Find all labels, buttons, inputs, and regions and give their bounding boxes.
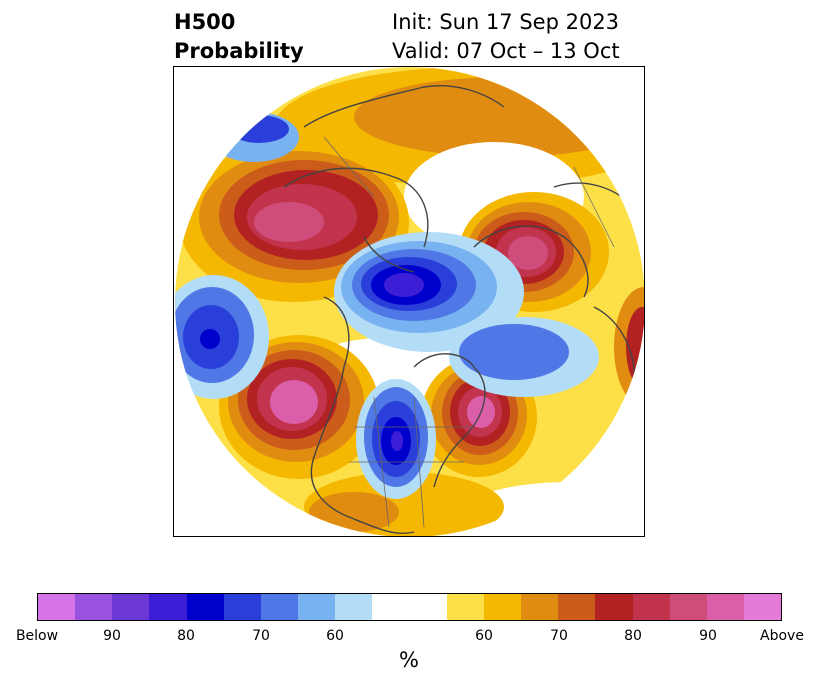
map-title: H500 Probability (174, 8, 304, 66)
colorbar-tick-label: 80 (177, 628, 195, 644)
colorbar-tick-label: 70 (252, 628, 270, 644)
title-variable: H500 (174, 10, 236, 34)
map-dates: Init: Sun 17 Sep 2023 Valid: 07 Oct – 13… (392, 8, 620, 66)
colorbar-tick-label: 90 (103, 628, 121, 644)
colorbar-segment (186, 594, 224, 620)
colorbar-segment (595, 594, 633, 620)
init-date: Init: Sun 17 Sep 2023 (392, 10, 620, 34)
colorbar-segment (75, 594, 113, 620)
title-product: Probability (174, 39, 304, 63)
colorbar-segment (669, 594, 707, 620)
colorbar-segment (149, 594, 187, 620)
colorbar-segment (483, 594, 522, 620)
colorbar-segment (372, 594, 410, 620)
colorbar-segment (38, 594, 76, 620)
colorbar-segment (521, 594, 559, 620)
colorbar-tick-label: 60 (475, 628, 493, 644)
below-us-85 (391, 431, 403, 451)
colorbar-segment (112, 594, 150, 620)
colorbar-tick-label: 60 (326, 628, 344, 644)
colorbar-label: % (399, 648, 419, 672)
colorbar-segment (335, 594, 373, 620)
probability-field (175, 67, 644, 536)
polar-map-svg (175, 67, 644, 536)
below-west-80 (200, 329, 220, 349)
colorbar-segment (298, 594, 336, 620)
probability-map (173, 66, 645, 537)
colorbar-segment (446, 594, 484, 620)
colorbar-segment (223, 594, 261, 620)
colorbar (37, 593, 782, 621)
below-atlantic-70 (459, 324, 569, 380)
colorbar-segment (260, 594, 299, 620)
colorbar-segment (743, 594, 782, 620)
above-pacific-95 (270, 380, 318, 424)
colorbar-tick-label: 70 (550, 628, 568, 644)
above-east-edge-70 (614, 287, 644, 407)
colorbar-segment (632, 594, 670, 620)
colorbar-tick-label: Above (760, 628, 804, 644)
coastlines (283, 85, 635, 534)
colorbar-segment (558, 594, 596, 620)
colorbar-tick-label: Below (15, 628, 59, 644)
above-south-70 (309, 492, 399, 532)
above-asia-90 (254, 202, 324, 242)
colorbar-segment (706, 594, 744, 620)
below-asia-75 (229, 115, 289, 143)
below-arctic-85 (384, 273, 424, 297)
valid-date: Valid: 07 Oct – 13 Oct (392, 39, 620, 63)
colorbar-tick-label: 90 (699, 628, 717, 644)
above-europe-90 (508, 236, 548, 270)
colorbar-tick-label: 80 (624, 628, 642, 644)
colorbar-segment (409, 594, 447, 620)
